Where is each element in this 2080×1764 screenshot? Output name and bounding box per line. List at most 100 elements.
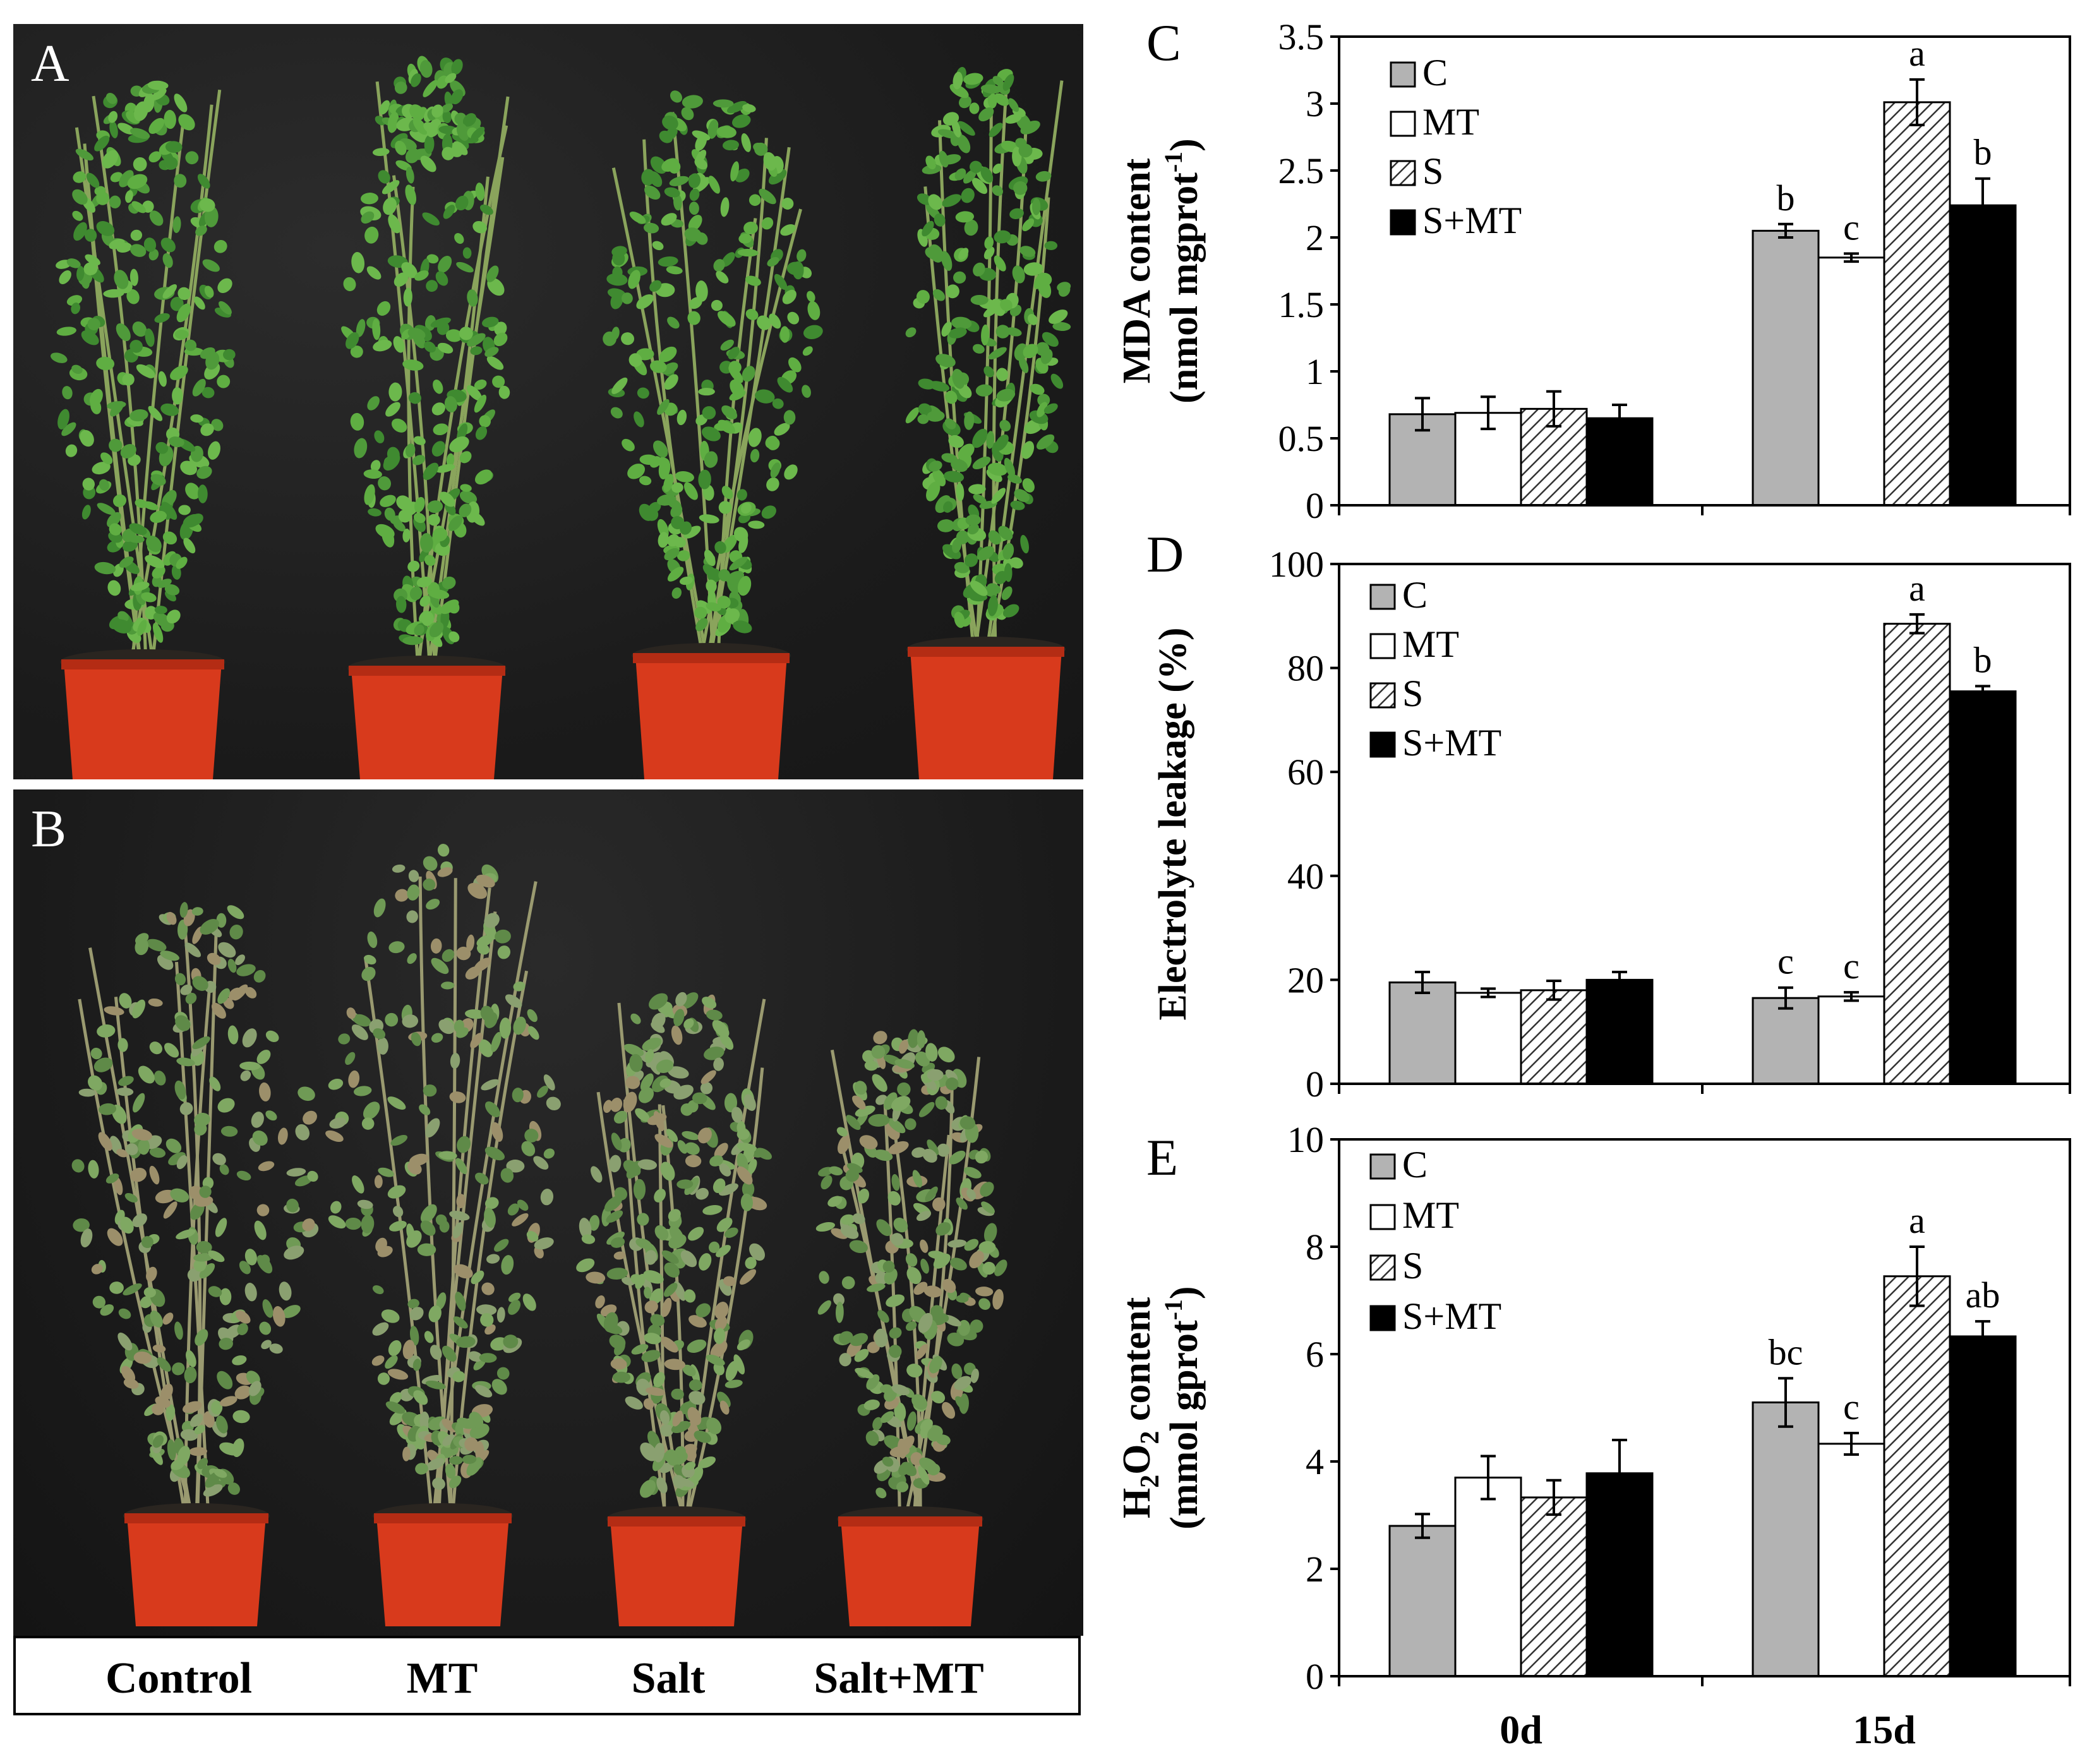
significance-letter: bc — [1769, 1331, 1803, 1372]
treatment-label-mt: MT — [406, 1654, 478, 1703]
y-tick-label: 40 — [1287, 856, 1324, 897]
bar-s-mt-15d — [1949, 690, 2017, 1085]
y-tick-label: 8 — [1306, 1227, 1324, 1268]
pot — [127, 1516, 266, 1626]
plant-2 — [325, 844, 561, 1626]
chart-e: E 0 2 4 6 8 10 H2O2 content (mmol gprot-1) bcc aab… — [1115, 1119, 2071, 1752]
plant-1 — [51, 80, 236, 779]
chart-c: C 0 0.5 1 1.5 2 2.5 3 3.5 MDA content (nmol mgprot… — [1115, 14, 2071, 526]
treatment-label-box — [13, 1636, 1081, 1715]
pot — [376, 1516, 509, 1626]
plant-4 — [815, 1029, 1007, 1626]
y-axis-label-units: (nmol mgprot-1) — [1159, 138, 1206, 404]
panel-letter-e: E — [1146, 1129, 1178, 1186]
pot — [351, 668, 503, 779]
legend-label-c: C — [1422, 52, 1448, 93]
y-tick-label: 3.5 — [1278, 16, 1325, 57]
legend-swatch-c — [1369, 584, 1396, 610]
panel-letter-a: A — [31, 34, 69, 93]
pot — [610, 1519, 743, 1626]
bar-c-15d — [1752, 229, 1820, 507]
x-category-label: 0d — [1500, 1707, 1542, 1752]
legend-swatch-mt — [1390, 111, 1416, 137]
significance-letter: a — [1909, 568, 1925, 609]
legend-swatch-s-mt — [1390, 209, 1416, 236]
bar-s-0d — [1520, 1496, 1588, 1677]
y-tick-label: 10 — [1287, 1119, 1324, 1160]
legend-swatch-c — [1369, 1153, 1396, 1180]
plant-4 — [905, 66, 1071, 779]
panel-letter-b: B — [31, 800, 67, 858]
panel-letter-d: D — [1146, 525, 1184, 583]
bar-charts-cde: C 0 0.5 1 1.5 2 2.5 3 3.5 MDA content (nmol mgprot… — [1115, 14, 2071, 1752]
bar-c-0d — [1388, 981, 1457, 1085]
legend-label-s: S — [1422, 150, 1443, 192]
plant-1 — [71, 902, 319, 1626]
x-category-label: 15d — [1853, 1707, 1916, 1752]
legend-swatch-mt — [1369, 1204, 1396, 1230]
legend-label-s-mt: S+MT — [1402, 722, 1501, 764]
significance-letter: ab — [1966, 1275, 2000, 1316]
bar-c-0d — [1388, 1525, 1457, 1677]
significance-letter: c — [1843, 1386, 1860, 1427]
legend-label-s: S — [1402, 673, 1423, 714]
legend-swatch-mt — [1369, 633, 1396, 659]
y-tick-label: 0 — [1306, 1064, 1324, 1105]
pot — [841, 1519, 980, 1626]
bar-s-15d — [1883, 101, 1951, 507]
y-axis-label: MDA content — [1115, 158, 1158, 383]
significance-letter: a — [1909, 1200, 1925, 1241]
pot — [635, 656, 787, 779]
bar-mt-15d — [1817, 1443, 1885, 1677]
y-tick-label: 0 — [1306, 1656, 1324, 1697]
plants-illustration-b — [71, 844, 1007, 1626]
legend-swatch-s — [1369, 1254, 1396, 1281]
bar-mt-15d — [1817, 995, 1885, 1085]
y-tick-label: 0 — [1306, 485, 1324, 526]
plant-3 — [576, 992, 772, 1626]
plants-illustration-a — [51, 56, 1071, 779]
pot — [64, 662, 222, 779]
chart-d: D 0 20 40 60 80 100 Electrolyte leakage (%) c c a b… — [1146, 525, 2071, 1105]
legend-label-c: C — [1402, 574, 1428, 616]
y-axis-label: Electrolyte leakage (%) — [1151, 627, 1194, 1020]
legend-label-mt: MT — [1402, 1194, 1459, 1236]
pot — [910, 649, 1062, 779]
legend-swatch-s-mt — [1369, 731, 1396, 758]
y-tick-label: 2 — [1306, 1549, 1324, 1590]
significance-letter: b — [1974, 132, 1992, 173]
y-tick-label: 2.5 — [1278, 150, 1325, 191]
treatment-label-salt: Salt — [631, 1654, 706, 1703]
legend-swatch-s-mt — [1369, 1305, 1396, 1331]
bar-s-0d — [1520, 989, 1588, 1085]
bar-mt-15d — [1817, 256, 1885, 507]
bar-s-15d — [1883, 623, 1951, 1085]
significance-letter: a — [1909, 33, 1925, 74]
bar-c-15d — [1752, 1401, 1820, 1677]
bar-mt-0d — [1454, 1477, 1522, 1677]
bar-mt-0d — [1454, 992, 1522, 1085]
bar-s-15d — [1883, 1275, 1951, 1677]
panel-letter-c: C — [1146, 14, 1181, 71]
plant-2 — [341, 56, 510, 779]
y-tick-label: 6 — [1306, 1334, 1324, 1375]
bar-s-mt-15d — [1949, 1335, 2017, 1677]
significance-letter: b — [1974, 639, 1992, 680]
y-tick-label: 1 — [1306, 351, 1324, 392]
plant-3 — [603, 90, 823, 779]
significance-letter: c — [1843, 945, 1860, 987]
significance-letter: c — [1777, 941, 1794, 982]
photo-panel-a: A — [13, 24, 1083, 779]
y-tick-label: 2 — [1306, 217, 1324, 258]
y-tick-label: 80 — [1287, 648, 1324, 689]
legend-swatch-s — [1390, 160, 1416, 186]
legend-swatch-c — [1390, 61, 1416, 88]
y-tick-label: 20 — [1287, 959, 1324, 1000]
y-tick-label: 100 — [1269, 544, 1324, 585]
legend-label-mt: MT — [1422, 101, 1479, 143]
y-axis-label: H2O2 content — [1115, 1297, 1165, 1519]
legend-label-mt: MT — [1402, 623, 1459, 665]
bar-c-15d — [1752, 997, 1820, 1085]
y-tick-label: 0.5 — [1278, 418, 1325, 459]
y-tick-label: 1.5 — [1278, 284, 1325, 325]
